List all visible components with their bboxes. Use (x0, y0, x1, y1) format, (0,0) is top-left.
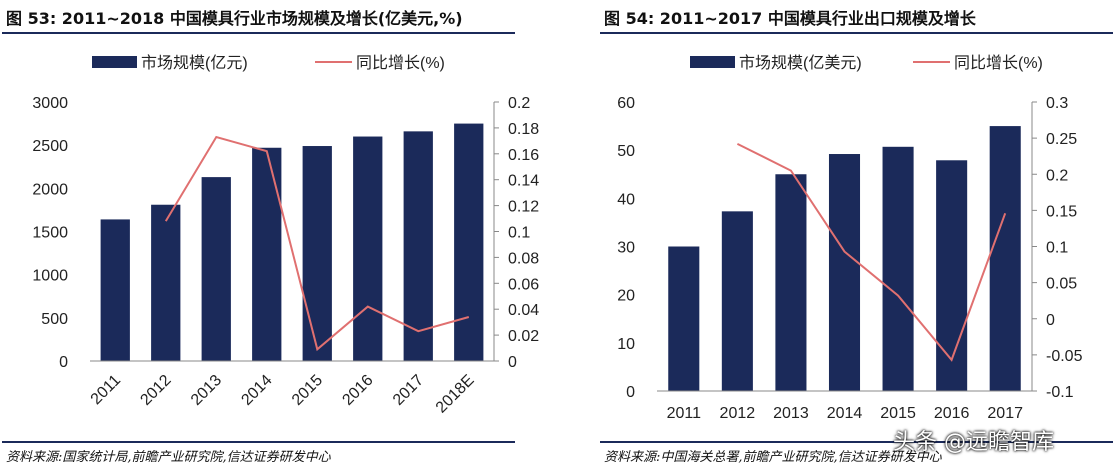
x-tick-label: 2011 (88, 372, 124, 408)
y-right-tick-label: 0.16 (508, 147, 539, 164)
y-left-tick-label: 2000 (32, 181, 68, 198)
y-left-tick-label: 10 (617, 336, 635, 353)
x-tick-label: 2017 (987, 405, 1023, 422)
chart-title: 图 53: 2011~2018 中国模具行业市场规模及增长(亿美元,%) (6, 9, 463, 28)
x-tick-label: 2014 (827, 405, 863, 422)
y-left-tick-label: 2500 (32, 138, 68, 155)
x-tick-label: 2016 (934, 405, 970, 422)
y-left-tick-label: 50 (617, 143, 635, 160)
legend-bar-swatch (690, 56, 735, 68)
y-left-tick-label: 60 (617, 95, 635, 112)
y-right-tick-label: 0.1 (1046, 240, 1068, 257)
y-right-tick-label: 0.04 (508, 302, 539, 319)
bar (252, 147, 282, 361)
source-note: 资料来源:中国海关总署,前瞻产业研究院,信达证券研发中心 (604, 450, 942, 465)
title-rule (2, 32, 515, 34)
y-left-tick-label: 1000 (32, 268, 68, 285)
title-rule (600, 32, 1113, 34)
bar (668, 246, 700, 391)
legend-bar-label: 市场规模(亿元) (141, 54, 248, 72)
chart-svg: 市场规模(亿元) 同比增长(%) 0 500 1000 1500 2000 2500 3000 0… (32, 54, 539, 417)
chart-title: 图 54: 2011~2017 中国模具行业出口规模及增长 (604, 9, 976, 28)
bar (201, 177, 231, 361)
bar (775, 174, 807, 391)
bar (100, 219, 130, 361)
legend-bar-swatch (92, 56, 137, 68)
x-tick-label: 2016 (339, 372, 376, 409)
y-right-tick-label: 0.2 (1046, 167, 1068, 184)
bar (403, 131, 433, 361)
growth-line (736, 143, 1007, 362)
x-tick-label: 2013 (773, 405, 809, 422)
y-right-tick-label: 0.05 (1046, 276, 1077, 293)
legend-bar-label: 市场规模(亿美元) (739, 54, 862, 72)
bar (989, 126, 1021, 391)
y-right-tick-label: 0 (1046, 312, 1055, 329)
y-left-tick-label: 500 (41, 311, 68, 328)
x-tick-label: 2014 (238, 372, 275, 409)
legend-line-label: 同比增长(%) (954, 54, 1043, 72)
x-tick-label: 2013 (188, 372, 225, 409)
y-right-tick-label: 0.08 (508, 250, 539, 267)
watermark: 头条 @远瞻智库 (893, 430, 1054, 455)
y-right-tick-label: 0.18 (508, 121, 539, 138)
bar (936, 160, 968, 391)
y-right-tick-label: 0.15 (1046, 203, 1077, 220)
y-left-tick-label: 0 (59, 354, 68, 371)
y-right-tick-label: 0.14 (508, 173, 539, 190)
source-note: 资料来源:国家统计局,前瞻产业研究院,信达证券研发中心 (6, 450, 331, 465)
y-left-tick-label: 3000 (32, 95, 68, 112)
y-right-tick-label: 0.02 (508, 328, 539, 345)
x-tick-label: 2015 (289, 372, 326, 409)
bar (302, 146, 332, 361)
y-right-tick-label: 0.25 (1046, 131, 1077, 148)
bar (721, 211, 753, 391)
y-right-tick-label: 0.06 (508, 276, 539, 293)
bar (882, 146, 914, 391)
source-rule (2, 441, 515, 443)
chart-svg: 市场规模(亿美元) 同比增长(%) 0 10 20 30 40 50 60 -0.1 -0.05 0 0… (617, 54, 1083, 422)
y-left-tick-label: 40 (617, 191, 635, 208)
x-tick-label: 2017 (390, 372, 427, 409)
y-right-tick-label: 0.1 (508, 225, 530, 242)
x-tick-label: 2011 (667, 405, 702, 422)
x-tick-label: 2018E (433, 372, 478, 417)
chart-panel-1: 图 53: 2011~2018 中国模具行业市场规模及增长(亿美元,%) 市场规… (2, 0, 539, 469)
y-left-tick-label: 0 (626, 384, 635, 401)
y-right-tick-label: 0.2 (508, 95, 530, 112)
bar (454, 123, 484, 361)
bar (353, 136, 383, 361)
x-tick-label: 2012 (137, 372, 174, 409)
chart-panel-2: 图 54: 2011~2017 中国模具行业出口规模及增长 市场规模(亿美元) 同… (600, 0, 1115, 469)
growth-line (164, 135, 470, 352)
source-rule (600, 441, 1113, 443)
x-tick-label: 2012 (720, 405, 756, 422)
y-right-tick-label: 0.12 (508, 199, 539, 216)
bar (828, 154, 861, 391)
y-right-tick-label: 0 (508, 354, 517, 371)
y-right-tick-label: -0.1 (1046, 384, 1074, 401)
y-right-tick-label: 0.3 (1046, 95, 1068, 112)
legend-line-label: 同比增长(%) (356, 54, 445, 72)
y-left-tick-label: 20 (617, 288, 635, 305)
y-left-tick-label: 30 (617, 240, 635, 257)
bar (151, 204, 181, 361)
y-left-tick-label: 1500 (32, 225, 68, 242)
y-right-tick-label: -0.05 (1046, 348, 1083, 365)
x-tick-label: 2015 (880, 405, 916, 422)
